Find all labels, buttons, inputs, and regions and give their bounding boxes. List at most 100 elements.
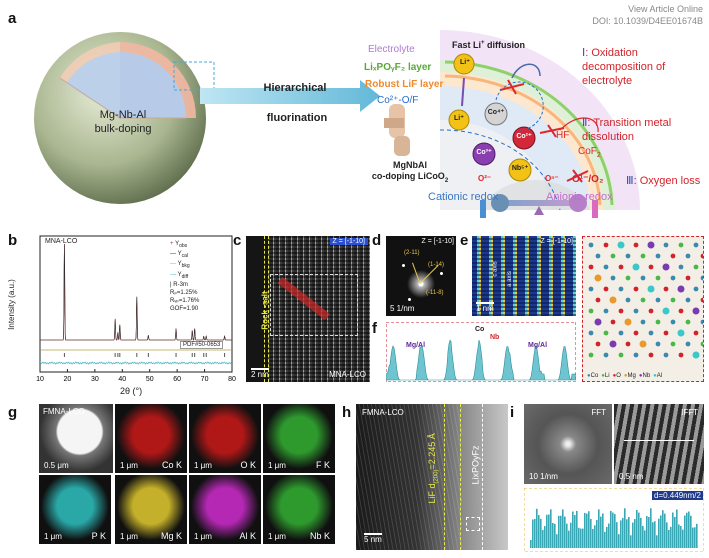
xrd-tick-label: 40	[118, 376, 126, 383]
eds-map-scale: 1 μm	[120, 532, 138, 541]
atom	[670, 341, 676, 347]
core-label-line2: bulk-doping	[94, 123, 152, 135]
xrd-tick-label: 30	[91, 376, 99, 383]
legend-o: ●O	[612, 373, 621, 379]
atom	[677, 329, 685, 337]
eds-map-element: P K	[91, 531, 106, 541]
eds-map-o: 1 μm O K	[189, 404, 261, 473]
legend-ycal: — Ycal	[170, 251, 188, 260]
profile-bar	[558, 515, 560, 548]
profile-mgal-left: Mg/Al	[406, 342, 426, 349]
profile-bar	[618, 534, 620, 548]
atom	[632, 263, 640, 271]
atom	[633, 308, 639, 314]
profile-bar	[676, 509, 678, 548]
eds-map-element: Nb K	[309, 531, 330, 541]
panel-g-haadf: FMNA-LCO 0.5 μm	[39, 404, 113, 473]
xrd-tick-label: 70	[201, 376, 209, 383]
xrd-chart: 10 20 30 40 50 60 70 80	[36, 235, 236, 383]
atom	[624, 318, 632, 326]
atom	[594, 274, 602, 282]
atom	[685, 319, 691, 325]
atom	[693, 286, 699, 292]
issue-2: Ⅱ: Transition metal dissolution	[582, 116, 702, 144]
atom	[663, 242, 669, 248]
profile-bar	[548, 514, 550, 548]
atom	[588, 242, 594, 248]
profile-bar	[578, 527, 580, 548]
atom	[640, 319, 646, 325]
eds-map-mg: 1 μm Mg K	[115, 475, 187, 544]
xrd-pdf-label: PDF#50-0653	[180, 341, 224, 349]
profile-bar	[642, 525, 644, 548]
particle-label: MgNbAl co-doping LiCoO2	[360, 160, 460, 187]
profile-bar	[536, 508, 538, 548]
eds-map-element: O K	[240, 460, 256, 470]
atom	[618, 308, 624, 314]
panel-e-scale: 1 nm	[476, 302, 494, 313]
profile-bar	[630, 535, 632, 548]
profile-bar	[622, 518, 624, 548]
atom	[640, 275, 646, 281]
panel-e-haadf: Z = [-1-10] c axis a axis 1 nm	[472, 236, 576, 316]
profile-bar	[540, 518, 542, 548]
panel-d-zone: Z = [-1-10]	[421, 238, 454, 245]
profile-bar	[580, 528, 582, 548]
profile-bar	[564, 516, 566, 548]
atom	[610, 275, 616, 281]
panel-i-d-spacing: d=0.449nm/2	[652, 491, 703, 500]
profile-bar	[674, 516, 676, 548]
panel-h-lixpoyfz: LixPOyFz	[470, 445, 481, 485]
xrd-legend: + Yobs — Ycal — Ybkg — Ydiff | R-3m Rₚ=1…	[170, 240, 199, 313]
issue-1: Ⅰ: Oxidation decomposition of electrolyt…	[582, 46, 702, 88]
atom	[603, 286, 609, 292]
profile-bar	[672, 512, 674, 548]
issue-2-num: Ⅱ	[582, 117, 588, 129]
atom	[625, 253, 631, 259]
legend-li: ●Li	[601, 373, 610, 379]
atom	[609, 296, 617, 304]
atom	[625, 297, 631, 303]
eds-map-scale: 1 μm	[194, 461, 212, 470]
crystal-structure: ●Co ●Li ●O ●Mg ●Nb ●Al	[582, 236, 704, 382]
profile-bar	[554, 523, 556, 548]
profile-bar	[530, 540, 532, 548]
atom	[685, 341, 691, 347]
issue-2-text: : Transition metal dissolution	[582, 117, 672, 143]
panel-d-spot-3: (-11-8)	[426, 290, 444, 296]
eds-map-scale: 1 μm	[120, 461, 138, 470]
atom	[648, 330, 654, 336]
profile-bar	[574, 515, 576, 548]
profile-bar	[654, 521, 656, 548]
profile-bar	[572, 511, 574, 548]
profile-bar	[692, 527, 694, 548]
panel-h-hrtem: FMNA-LCO LiF d(200)=2.245 Å LixPOyFz 5 n…	[356, 404, 508, 550]
atom	[655, 319, 661, 325]
atom	[648, 352, 654, 358]
profile-bar	[560, 515, 562, 548]
atom	[617, 241, 625, 249]
profile-bar	[658, 518, 660, 548]
panel-i-label: i	[510, 404, 515, 421]
view-article-online[interactable]: View Article Online	[628, 4, 703, 14]
profile-bar	[656, 535, 658, 548]
panel-d-scale: 5 1/nm	[390, 304, 415, 313]
lif-layer-label: Robust LiF layer	[365, 79, 444, 90]
profile-bar	[614, 514, 616, 548]
eds-map-p: 1 μm P K	[39, 475, 111, 544]
atom	[633, 286, 639, 292]
profile-bar	[586, 513, 588, 548]
profile-bar	[620, 520, 622, 548]
profile-bar	[556, 534, 558, 548]
atom	[595, 297, 601, 303]
panel-c-label: c	[233, 232, 242, 249]
panel-i-fft-label: FFT	[591, 408, 606, 417]
eds-map-scale: 1 μm	[44, 532, 62, 541]
atom	[700, 275, 703, 281]
atom	[685, 297, 691, 303]
issue-3: Ⅲ: Oxygen loss	[626, 174, 700, 187]
panel-b-label: b	[8, 232, 18, 249]
atom	[655, 253, 661, 259]
arrow-label: Hierarchical	[250, 70, 340, 106]
profile-bar	[662, 510, 664, 548]
